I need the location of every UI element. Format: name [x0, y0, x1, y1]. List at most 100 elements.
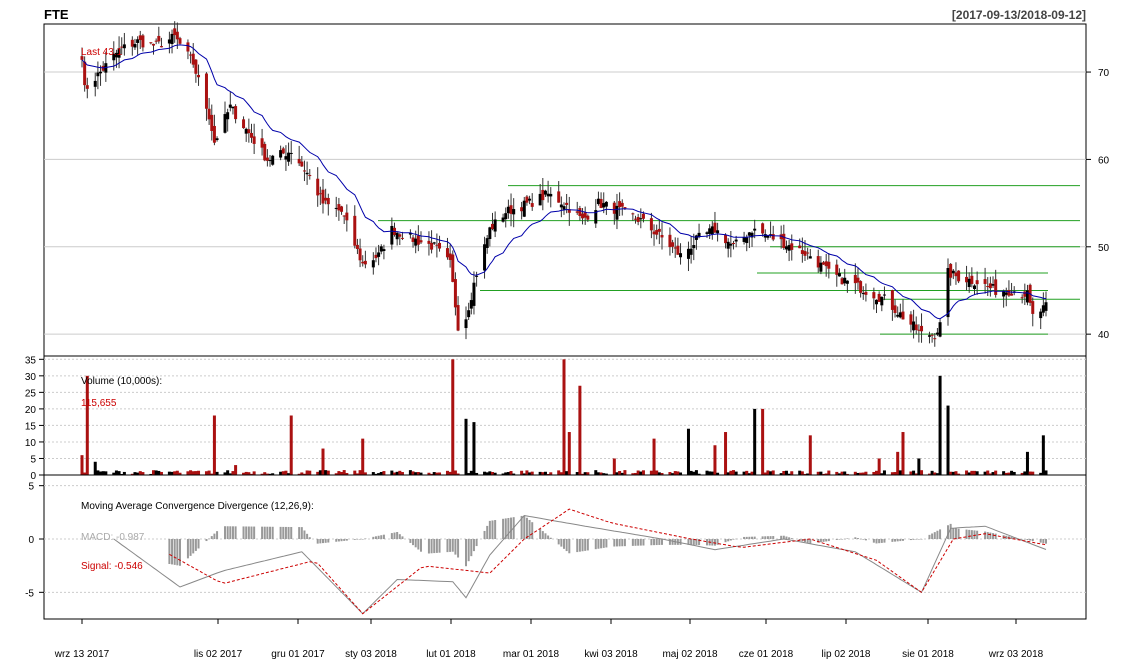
macd-histogram-bar	[766, 536, 769, 539]
macd-histogram-bar	[419, 539, 422, 552]
volume-bar	[901, 432, 905, 475]
volume-bar	[136, 472, 140, 475]
volume-bar	[361, 438, 365, 475]
candle-body	[965, 276, 969, 283]
volume-bar	[753, 408, 757, 475]
macd-histogram-bar	[353, 539, 356, 540]
macd-histogram-bar	[909, 539, 912, 541]
candle-body	[972, 285, 976, 290]
candle-body	[472, 282, 476, 306]
x-tick-label: sie 01 2018	[902, 649, 954, 660]
volume-bar	[543, 471, 547, 475]
macd-histogram-bar	[597, 539, 600, 549]
macd-histogram-bar	[716, 539, 719, 545]
volume-bar	[493, 472, 497, 475]
macd-histogram-bar	[735, 538, 738, 540]
macd-histogram-bar	[790, 538, 793, 539]
volume-bar	[472, 422, 476, 475]
macd-histogram-bar	[549, 537, 552, 539]
macd-histogram-bar	[541, 531, 544, 539]
macd-histogram-bar	[327, 539, 330, 543]
candle-body	[302, 170, 306, 172]
macd-histogram-bar	[695, 539, 698, 546]
volume-bar	[583, 472, 587, 475]
macd-histogram-bar	[984, 531, 987, 539]
macd-histogram-bar	[992, 533, 995, 539]
macd-histogram-bar	[414, 539, 417, 548]
candle-body	[731, 242, 735, 244]
volume-bar	[152, 470, 156, 475]
x-tick-label: gru 01 2017	[271, 649, 325, 660]
candle-body	[453, 279, 457, 308]
volume-bar	[837, 473, 841, 475]
macd-histogram-bar	[475, 539, 478, 547]
volume-bar	[271, 473, 275, 475]
macd-histogram-bar	[618, 539, 621, 547]
candle-body	[416, 235, 420, 245]
candle-body	[692, 245, 696, 249]
volume-bar	[668, 472, 672, 475]
macd-histogram-bar	[377, 535, 380, 539]
candle-body	[602, 203, 606, 208]
volume-bar	[528, 472, 532, 475]
macd-histogram-bar	[745, 536, 748, 539]
macd-histogram-bar	[642, 539, 645, 546]
volume-bar	[289, 415, 293, 475]
price-tick-label: 60	[1098, 155, 1110, 166]
candle-body	[581, 213, 585, 219]
macd-histogram-bar	[1010, 536, 1013, 539]
candle-body	[488, 227, 492, 239]
volume-bar	[427, 472, 431, 475]
candle-body	[382, 249, 386, 251]
volume-bar	[1041, 435, 1045, 475]
volume-bar	[1012, 471, 1016, 475]
macd-histogram-bar	[968, 529, 971, 539]
candle-body	[822, 262, 826, 265]
volume-bar	[649, 470, 653, 475]
candle-body	[612, 202, 616, 214]
macd-histogram-bar	[846, 538, 849, 539]
volume-bar	[414, 472, 418, 475]
macd-histogram-bar	[287, 526, 290, 539]
macd-histogram-bar	[769, 536, 772, 539]
macd-histogram-bar	[483, 530, 486, 539]
macd-histogram-bar	[912, 539, 915, 540]
price-candles	[80, 21, 1048, 347]
volume-bar	[451, 359, 455, 475]
volume-bar	[371, 472, 375, 475]
volume-bar	[729, 470, 733, 475]
candle-body	[117, 48, 121, 58]
macd-histogram-bar	[435, 539, 438, 553]
candle-body	[451, 254, 455, 282]
volume-bar	[170, 471, 174, 475]
volume-bar	[631, 473, 635, 475]
macd-histogram-bar	[372, 536, 375, 539]
volume-bar	[856, 472, 860, 475]
symbol-title: FTE	[44, 7, 69, 22]
volume-bar	[602, 473, 606, 475]
candle-body	[363, 260, 367, 265]
volume-bar	[620, 472, 624, 475]
candle-body	[898, 312, 902, 318]
candle-body	[297, 158, 301, 164]
candle-body	[713, 222, 717, 233]
price-grid	[44, 71, 1086, 335]
volume-bar	[890, 472, 894, 475]
candle-body	[85, 85, 89, 89]
macd-histogram-bar	[356, 539, 359, 540]
macd-histogram-bar	[194, 539, 197, 551]
volume-bar	[178, 472, 182, 475]
candle-body	[289, 152, 293, 154]
macd-histogram-bar	[568, 539, 571, 554]
candle-body	[565, 202, 569, 205]
macd-histogram-bar	[602, 539, 605, 548]
candle-body	[806, 252, 810, 254]
volume-bar	[991, 472, 995, 475]
volume-bar	[85, 375, 89, 475]
macd-histogram-bar	[186, 539, 189, 559]
volume-bar	[157, 470, 161, 475]
candle-body	[901, 311, 905, 320]
candle-body	[358, 248, 362, 261]
macd-histogram-bar	[467, 539, 470, 562]
candle-body	[249, 132, 253, 138]
